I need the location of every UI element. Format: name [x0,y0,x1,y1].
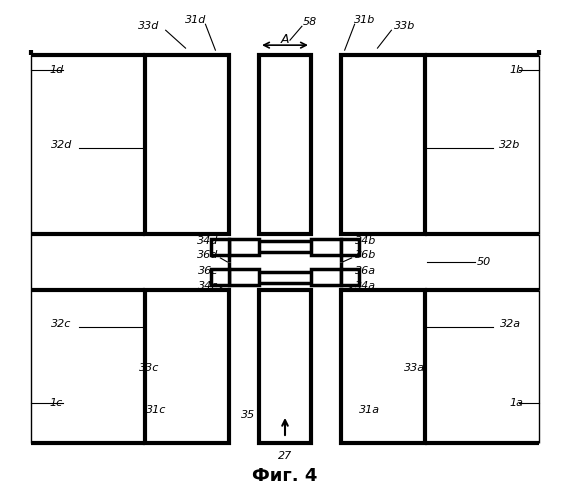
Text: 36a: 36a [355,266,376,276]
Text: 36c: 36c [198,266,218,276]
Text: 31b: 31b [354,15,375,25]
Bar [311,239,341,255]
Text: 27: 27 [278,451,292,461]
Bar [341,269,359,285]
Text: 32a: 32a [499,318,520,328]
Text: 36b: 36b [355,250,376,260]
Bar [341,290,425,443]
Text: 36d: 36d [197,250,218,260]
Text: A: A [281,32,289,46]
Text: 33a: 33a [404,363,425,373]
Text: 31a: 31a [359,405,380,415]
Text: 1c: 1c [50,398,63,408]
Bar [259,290,311,443]
Text: 31c: 31c [145,405,166,415]
Bar [341,239,359,255]
Text: 1b: 1b [510,65,524,75]
Text: 34d: 34d [197,236,218,246]
Text: 31d: 31d [185,15,206,25]
Text: 34c: 34c [198,281,218,291]
Bar [311,269,341,285]
Text: 33c: 33c [139,363,159,373]
Bar [229,269,259,285]
Text: 34b: 34b [355,236,376,246]
Bar [229,239,259,255]
Bar [211,239,229,255]
Text: 33d: 33d [138,21,160,31]
Text: 33b: 33b [394,21,415,31]
Text: 32b: 32b [499,140,520,150]
Text: 34a: 34a [355,281,376,291]
Text: 58: 58 [303,17,317,27]
Text: 32c: 32c [51,318,72,328]
Bar [341,55,425,234]
Bar [259,55,311,234]
Bar [145,55,229,234]
Text: 32d: 32d [51,140,73,150]
Text: 50: 50 [477,257,491,267]
Text: 1a: 1a [510,398,524,408]
Text: 1d: 1d [50,65,64,75]
Bar [211,269,229,285]
Bar [145,290,229,443]
Text: 35: 35 [241,410,255,420]
Text: Фиг. 4: Фиг. 4 [253,467,317,485]
